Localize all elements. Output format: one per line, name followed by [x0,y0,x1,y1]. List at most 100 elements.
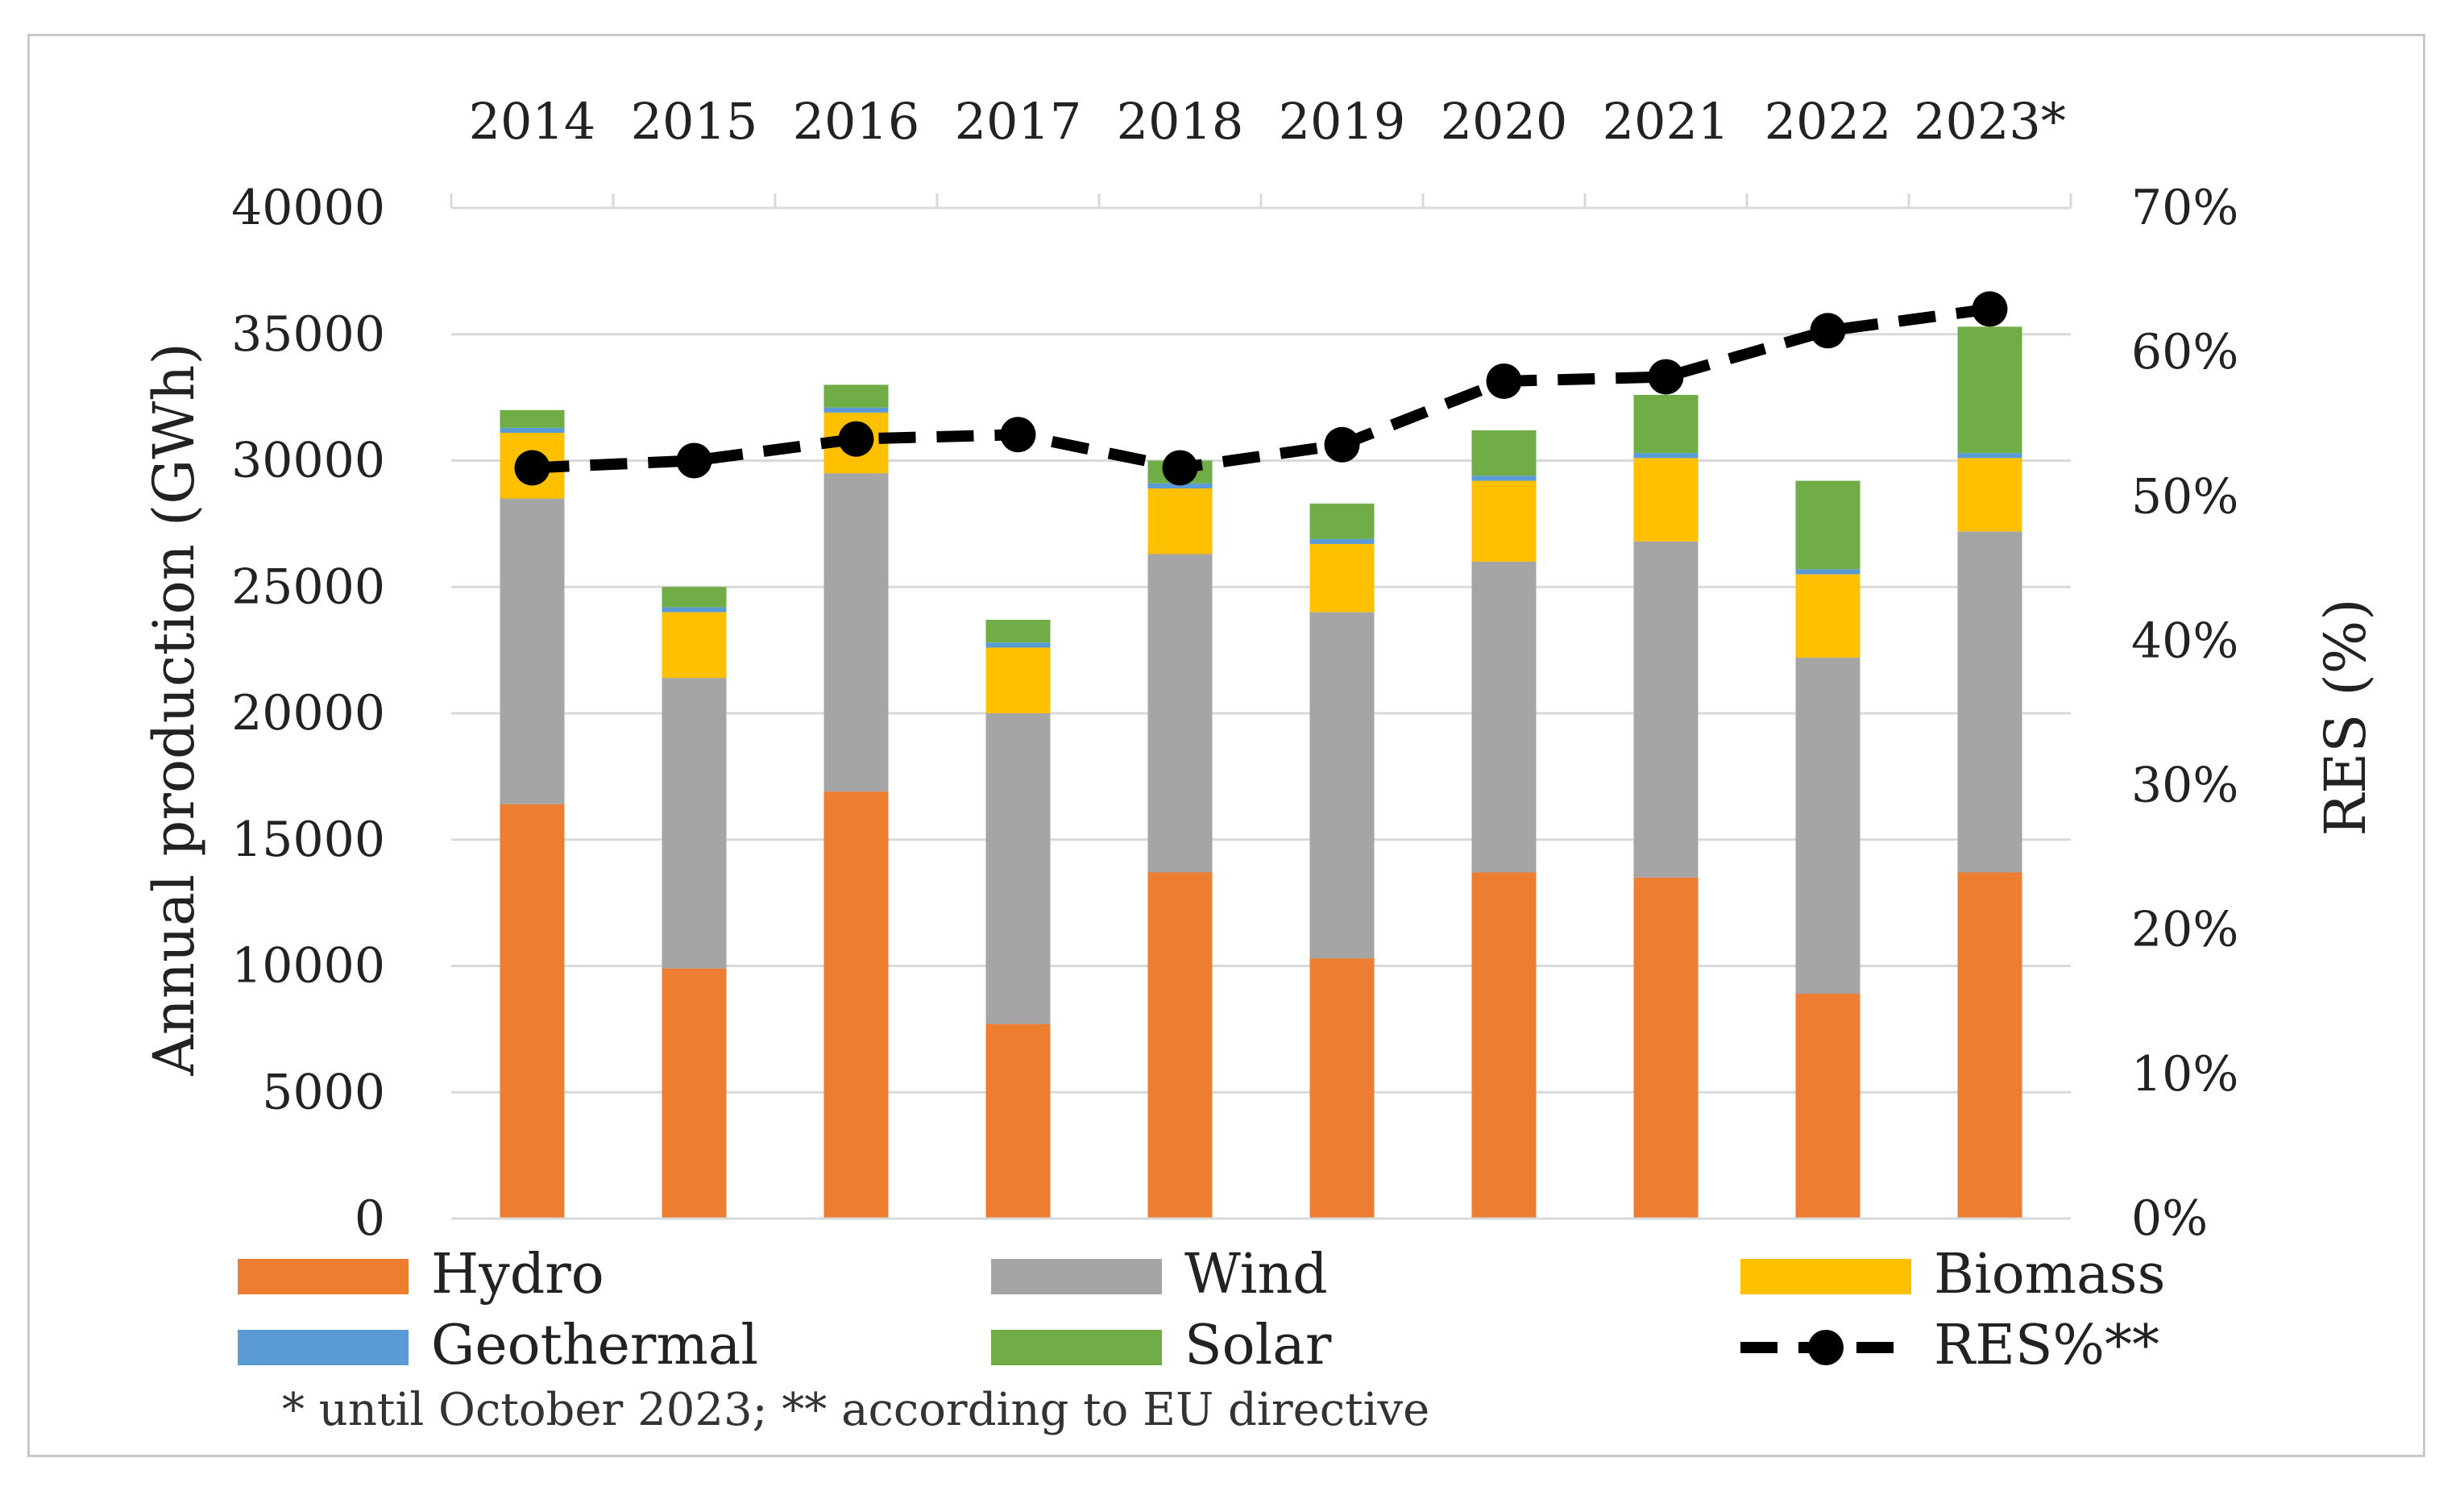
x-tick-label: 2021 [1603,92,1730,151]
legend-swatch-biomass [1740,1259,1911,1294]
y-tick-label: 5000 [262,1064,385,1120]
bar-segment-biomass [1471,480,1537,562]
y-tick-label: 0 [355,1190,385,1247]
x-tick-label: 2020 [1441,92,1568,151]
y-tick-label: 20000 [231,685,385,741]
bar-segment-geothermal [1309,538,1375,544]
res-point [1324,426,1360,463]
legend-swatch-hydro [238,1259,409,1294]
y-tick-label: 40000 [231,180,385,236]
bar-segment-wind [823,473,889,792]
res-point [1648,359,1684,395]
y2-tick-label: 10% [2131,1046,2238,1103]
legend-label: Wind [1184,1243,1328,1306]
y2-tick-label: 40% [2131,613,2238,669]
bar-segment-geothermal [1471,476,1537,481]
bar-segment-biomass [1633,458,1699,542]
x-tick-label: 2016 [793,92,920,151]
y2-tick-label: 30% [2131,758,2238,814]
res-line-series [514,291,2008,486]
bar-segment-biomass [1957,458,2022,532]
res-point [1972,291,2008,327]
bar-segment-wind [1633,541,1699,878]
bar-segment-geothermal [1795,569,1860,575]
y2-axis-ticks: 0% 10% 20% 30% 40% 50% 60% 70% [2131,180,2238,1247]
res-point [1162,450,1198,486]
bar-segment-geothermal [1147,483,1213,488]
footnote: * until October 2023; ** according to EU… [282,1384,1429,1436]
bar-segment-geothermal [985,642,1051,648]
res-point [1000,417,1036,453]
bar-segment-geothermal [1957,453,2022,459]
y2-tick-label: 20% [2131,902,2238,958]
legend-swatch-solar [991,1330,1162,1365]
bar-segment-hydro [985,1024,1051,1219]
y2-tick-label: 60% [2131,324,2238,380]
bar-segment-hydro [1957,872,2022,1219]
y-tick-label: 10000 [231,938,385,995]
res-line [532,303,1991,474]
bar-segment-solar [823,384,889,408]
legend-label: Biomass [1934,1243,2165,1306]
y-tick-label: 35000 [231,306,385,363]
bar-segment-wind [985,713,1051,1024]
legend-swatch-wind [991,1259,1162,1294]
x-tick-label: 2023* [1914,92,2066,151]
x-tick-label: 2022 [1765,92,1892,151]
bar-segment-solar [500,409,565,428]
bar-segment-biomass [1147,488,1213,554]
legend-label: Hydro [431,1243,604,1306]
res-point [1810,313,1846,349]
bar-segment-hydro [500,804,565,1219]
bar-segment-biomass [985,647,1051,713]
y2-axis-title: RES (%) [2313,598,2379,836]
y-axis-title: Annual production (GWh) [141,343,207,1076]
bar-segment-geothermal [823,407,889,413]
bar-segment-geothermal [1633,453,1699,459]
bar-segment-wind [500,498,565,804]
res-point [838,421,874,457]
y-tick-label: 15000 [231,812,385,868]
bar-segment-wind [1795,658,1860,994]
bars [500,326,2022,1219]
bar-segment-hydro [1633,877,1699,1219]
y2-tick-label: 50% [2131,468,2238,525]
x-tick-label: 2018 [1117,92,1244,151]
y-tick-label: 25000 [231,559,385,615]
y-axis-ticks: 0 5000 10000 15000 20000 25000 30000 35000 40000 [231,180,385,1247]
x-tick-label: 2019 [1279,92,1406,151]
bar-segment-wind [662,678,727,969]
legend: Hydro Wind Biomass Geothermal Solar RES%** [238,1243,2165,1377]
bar-segment-solar [662,587,727,608]
bar-segment-solar [985,620,1051,643]
x-axis: 2014 2015 2016 2017 2018 2019 2020 2021 2022 2023… [450,92,2072,1220]
bar-segment-hydro [1795,993,1860,1219]
bar-segment-geothermal [662,607,727,613]
bar-segment-geothermal [500,427,565,434]
res-point [1486,363,1522,399]
res-point [514,450,550,486]
bar-segment-solar [1795,480,1860,570]
x-tick-label: 2017 [955,92,1082,151]
bar-segment-wind [1471,561,1537,873]
legend-swatch-geothermal [238,1330,409,1365]
bar-segment-solar [1471,430,1537,476]
legend-swatch-marker [1808,1330,1844,1365]
legend-label: Geothermal [431,1314,758,1377]
bar-segment-wind [1147,554,1213,873]
bar-segment-solar [1957,326,2022,454]
bar-segment-hydro [1147,872,1213,1219]
bar-segment-wind [1309,612,1375,959]
bar-segment-biomass [662,612,727,679]
bar-segment-hydro [1471,872,1537,1219]
bar-segment-solar [1633,394,1699,454]
res-point [676,442,712,479]
bar-segment-biomass [1309,543,1375,613]
chart-frame [27,34,2425,1457]
x-tick-label: 2014 [469,92,596,151]
legend-label: RES%** [1934,1314,2159,1377]
bar-segment-solar [1309,503,1375,539]
legend-label: Solar [1184,1314,1332,1377]
bar-segment-hydro [662,968,727,1219]
